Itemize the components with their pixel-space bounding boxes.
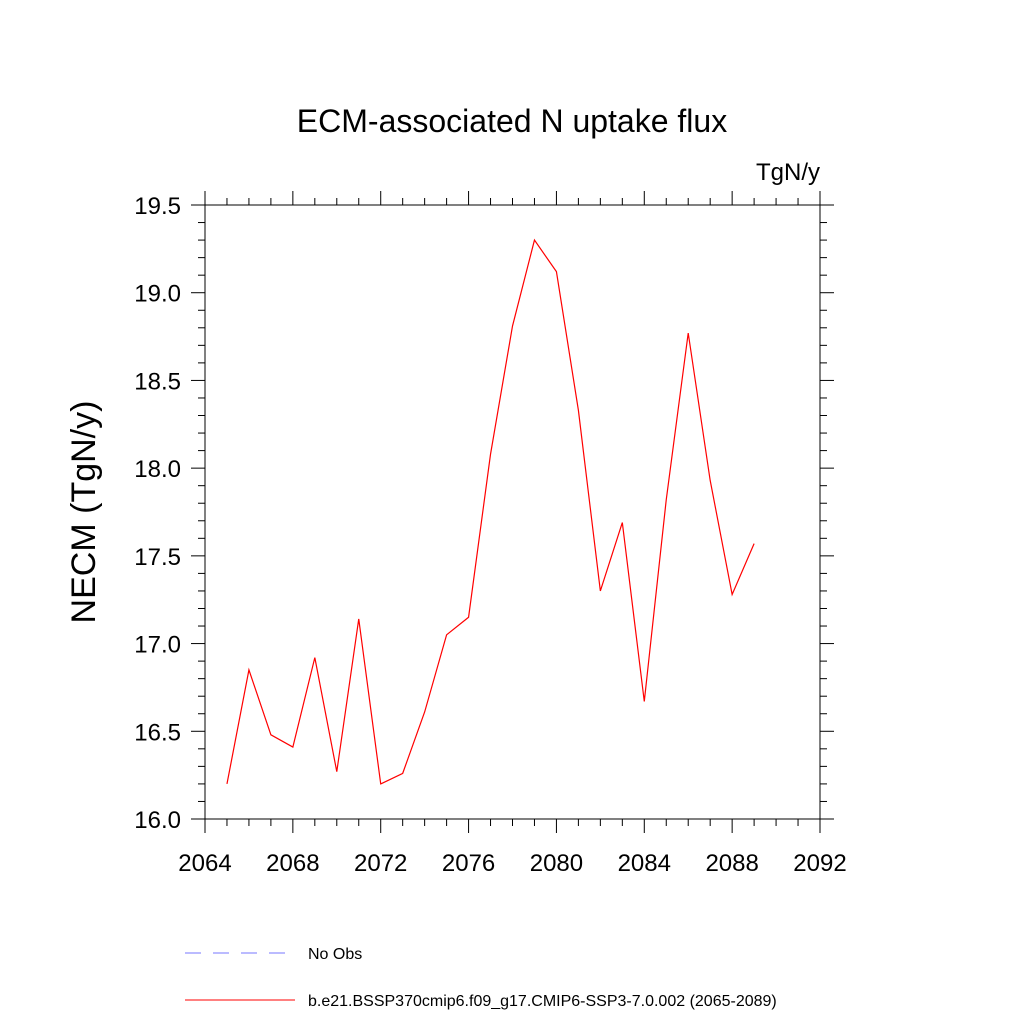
legend-label-model: b.e21.BSSP370cmip6.f09_g17.CMIP6-SSP3-7.… xyxy=(308,993,777,1010)
y-tick-label: 17.5 xyxy=(134,544,181,571)
units-label: TgN/y xyxy=(756,159,820,186)
y-tick-label: 18.5 xyxy=(134,368,181,395)
legend-label-no-obs: No Obs xyxy=(308,946,362,963)
y-tick-label: 17.0 xyxy=(134,632,181,659)
x-tick-label: 2068 xyxy=(266,850,319,877)
x-tick-label: 2088 xyxy=(705,850,758,877)
x-tick-label: 2064 xyxy=(178,850,231,877)
y-tick-label: 16.5 xyxy=(134,719,181,746)
y-axis-label: NECM (TgN/y) xyxy=(65,401,103,624)
x-tick-label: 2084 xyxy=(618,850,671,877)
y-tick-label: 16.0 xyxy=(134,807,181,834)
y-tick-label: 19.5 xyxy=(134,193,181,220)
y-tick-label: 19.0 xyxy=(134,281,181,308)
x-tick-label: 2080 xyxy=(530,850,583,877)
x-tick-label: 2092 xyxy=(793,850,846,877)
legend: No Obs b.e21.BSSP370cmip6.f09_g17.CMIP6-… xyxy=(185,946,777,1010)
x-tick-label: 2072 xyxy=(354,850,407,877)
x-tick-label: 2076 xyxy=(442,850,495,877)
chart-title: ECM-associated N uptake flux xyxy=(297,103,727,139)
y-tick-label: 18.0 xyxy=(134,456,181,483)
series-line xyxy=(226,238,755,785)
